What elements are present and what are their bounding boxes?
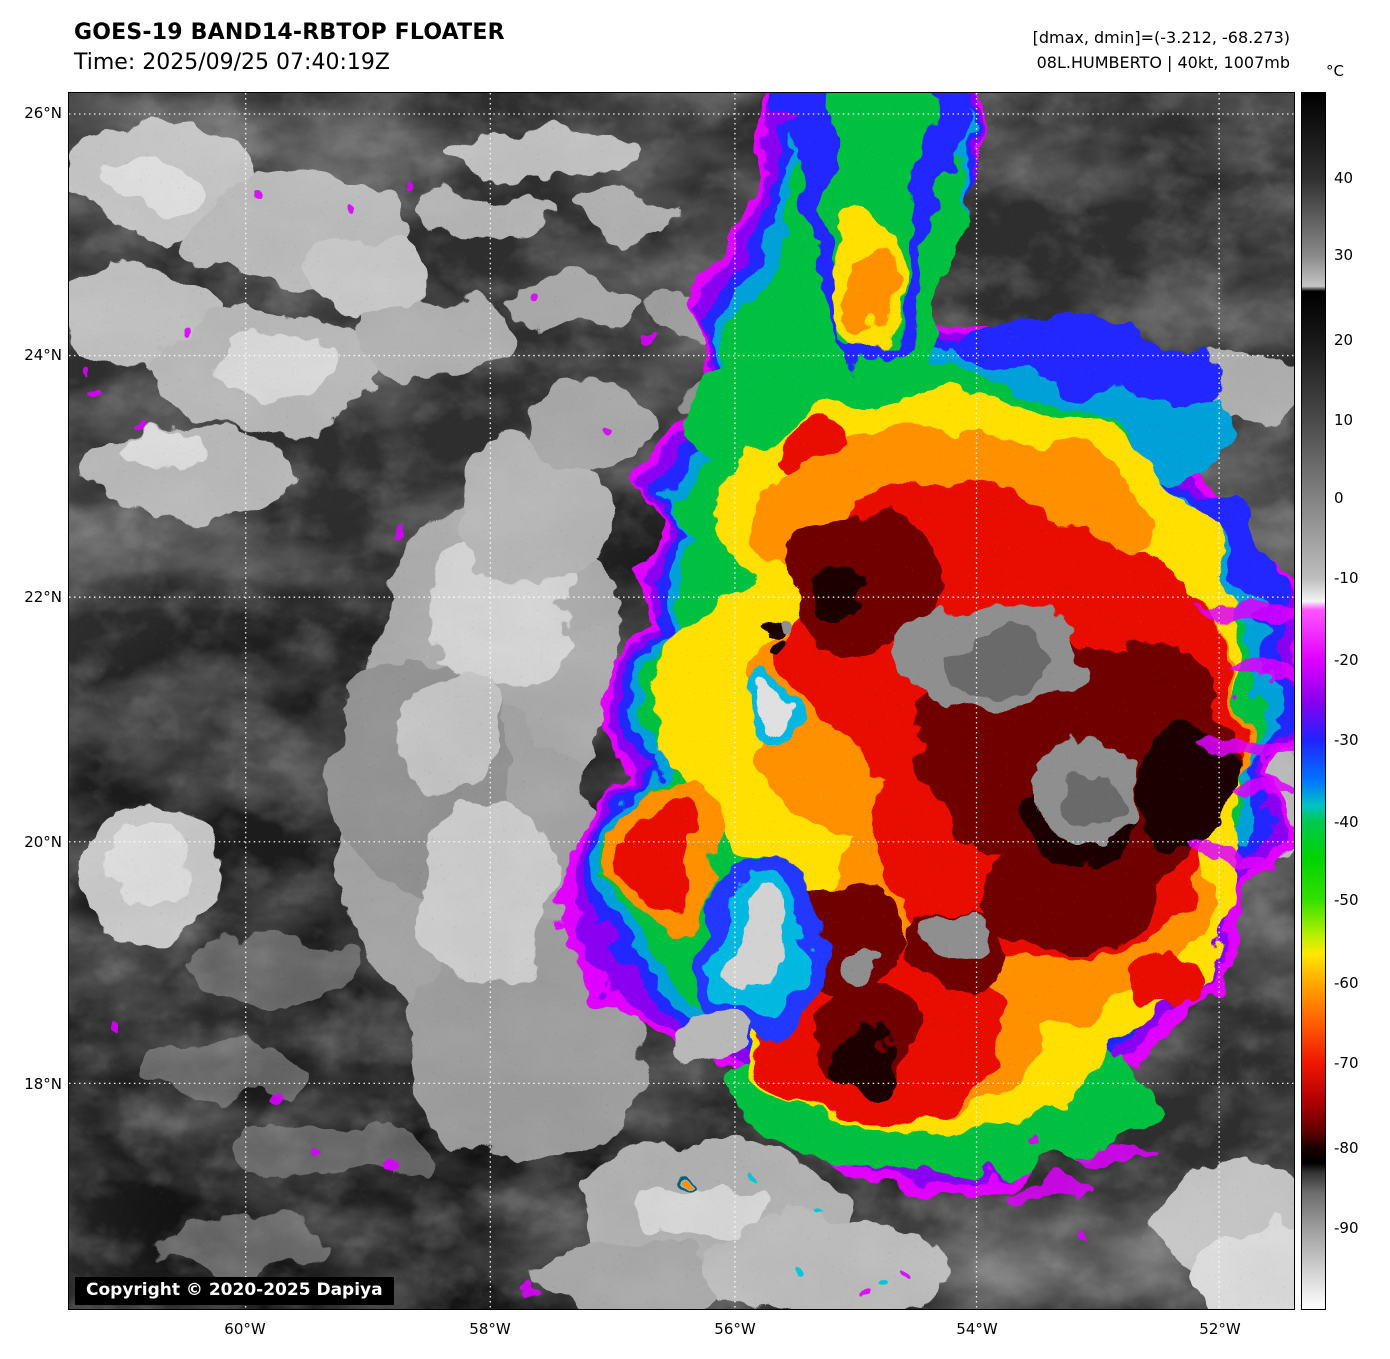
colorbar-tick: -70 <box>1334 1054 1359 1072</box>
lon-label: 54°W <box>956 1320 998 1338</box>
colorbar-tick: -90 <box>1334 1219 1359 1237</box>
colorbar-tick: 40 <box>1334 169 1354 187</box>
colorbar-tick: -40 <box>1334 813 1359 831</box>
lon-label: 52°W <box>1199 1320 1241 1338</box>
header-left: GOES-19 BAND14-RBTOP FLOATER Time: 2025/… <box>74 20 505 75</box>
colorbar-tick: -20 <box>1334 651 1359 669</box>
copyright-badge: Copyright © 2020-2025 Dapiya <box>75 1277 394 1305</box>
dmax-dmin-label: [dmax, dmin]=(-3.212, -68.273) <box>1032 28 1290 47</box>
colorbar-unit-label: °C <box>1326 62 1344 80</box>
time-label: Time: 2025/09/25 07:40:19Z <box>74 50 390 75</box>
map-frame: Copyright © 2020-2025 Dapiya <box>68 92 1295 1310</box>
colorbar-tick: 30 <box>1334 246 1354 264</box>
lat-label: 18°N <box>24 1075 62 1093</box>
colorbar-tick: 20 <box>1334 331 1354 349</box>
lat-label: 22°N <box>24 588 62 606</box>
lon-label: 56°W <box>714 1320 756 1338</box>
colorbar-tick: 0 <box>1334 489 1344 507</box>
lon-label: 60°W <box>224 1320 266 1338</box>
colorbar-tick: -30 <box>1334 731 1359 749</box>
grain-dark <box>69 93 1294 1309</box>
storm-info-label: 08L.HUMBERTO | 40kt, 1007mb <box>1036 53 1290 72</box>
colorbar-tick: -80 <box>1334 1139 1359 1157</box>
grid-lines <box>69 93 1294 1309</box>
lat-label: 20°N <box>24 833 62 851</box>
satellite-image <box>69 93 1294 1309</box>
colorbar-tick: -10 <box>1334 569 1359 587</box>
colorbar-tick: -60 <box>1334 974 1359 992</box>
colorbar-tick: 10 <box>1334 411 1354 429</box>
lat-label: 24°N <box>24 346 62 364</box>
colorbar-gradient <box>1301 92 1326 1310</box>
colorbar-tick: -50 <box>1334 891 1359 909</box>
header-right: [dmax, dmin]=(-3.212, -68.273) 08L.HUMBE… <box>1033 28 1290 72</box>
lon-label: 58°W <box>469 1320 511 1338</box>
page-title: GOES-19 BAND14-RBTOP FLOATER <box>74 20 505 45</box>
lat-label: 26°N <box>24 104 62 122</box>
